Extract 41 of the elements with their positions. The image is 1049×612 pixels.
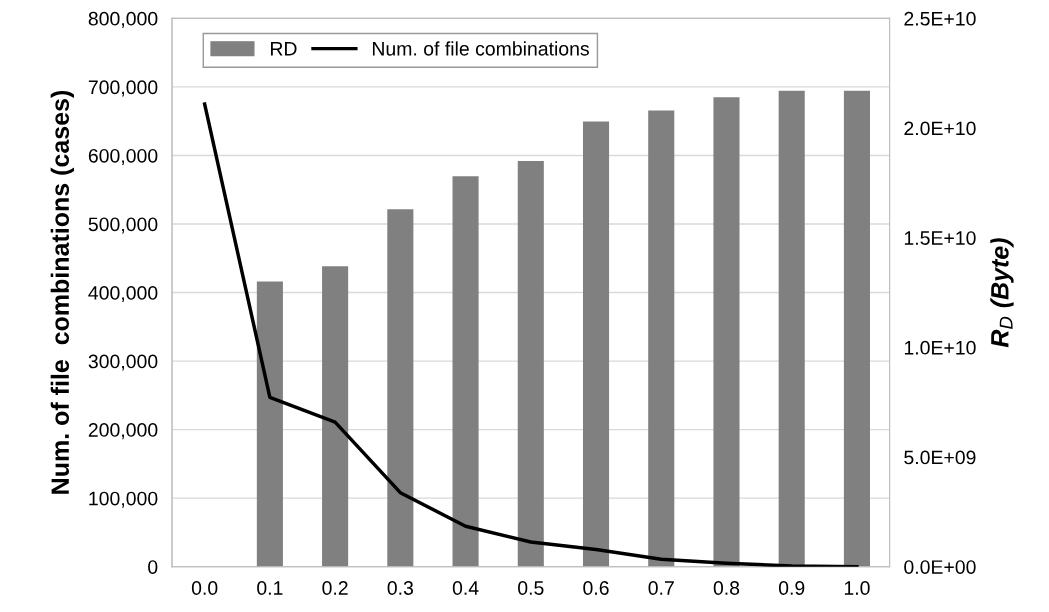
y2-tick-label: 0.0E+00 [904,560,976,574]
bar [387,209,414,567]
x-tick-label: 0.3 [387,581,413,595]
bar [582,121,610,567]
bar [256,281,283,567]
y-tick-label: 0 [148,560,158,574]
x-tick-label: 0.2 [322,581,348,595]
bar [843,90,870,567]
x-tick-label: 0.4 [452,581,479,595]
y2-tick-label: 1.0E+10 [904,340,976,355]
x-tick-label: 0.0 [191,581,218,595]
bar [452,176,479,567]
y2-tick-label: 1.5E+10 [904,231,976,245]
legend-label: Num. of file combinations [372,41,589,56]
y-axis-title: Num. of file combinations (cases) [50,90,74,494]
y2-tick-label: 2.5E+10 [904,11,976,26]
y-tick-label: 100,000 [89,491,158,508]
bar [713,97,740,567]
bar [648,110,675,567]
y2-axis-title: R$_{D}$ (Byte) [990,238,1014,348]
y2-tick-label: 2.0E+10 [904,121,976,136]
x-tick-label: 0.8 [713,581,740,595]
x-tick-label: 0.7 [648,581,674,595]
x-tick-label: 0.9 [778,581,805,595]
line-series [202,102,859,567]
x-tick-label: 0.6 [583,581,609,595]
y-tick-label: 300,000 [88,354,158,371]
bar [778,90,805,567]
x-tick-label: 0.1 [257,581,283,595]
legend-label: RD [270,42,297,56]
y-tick-label: 600,000 [88,148,158,165]
y-tick-label: 400,000 [88,286,158,303]
bar [322,266,349,567]
y2-tick-label: 5.0E+09 [904,450,976,465]
x-tick-label: 0.5 [518,581,544,595]
x-tick-label: 1.0 [844,581,870,595]
bar [517,160,544,567]
y-tick-label: 700,000 [88,80,158,97]
y-tick-label: 800,000 [88,11,158,28]
y-tick-label: 500,000 [88,217,158,234]
y-tick-label: 200,000 [88,423,158,440]
